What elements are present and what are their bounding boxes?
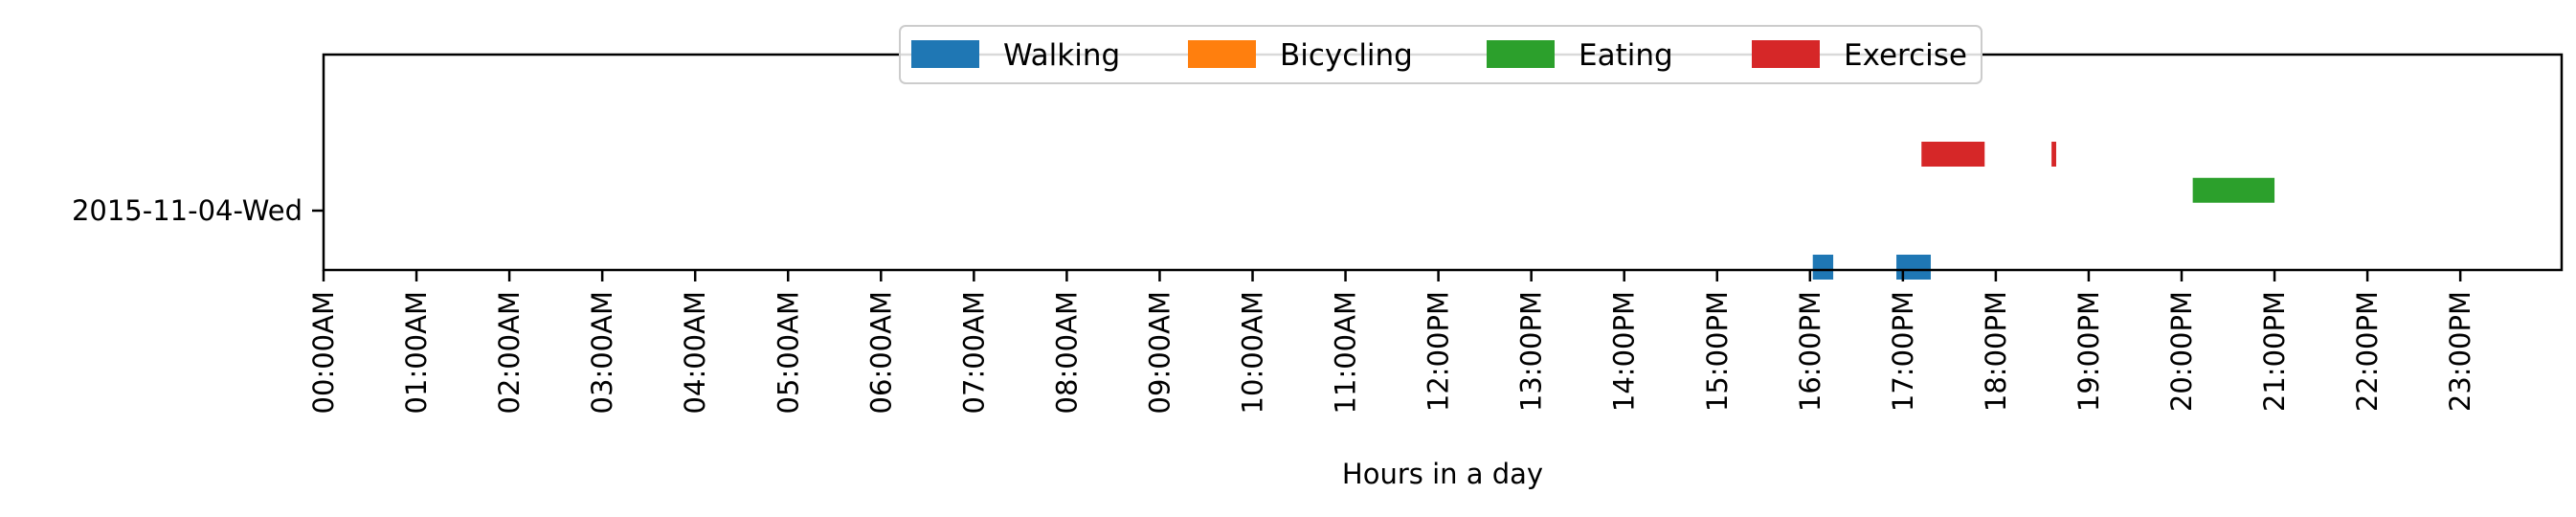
x-tick-label: 05:00AM: [772, 291, 804, 414]
legend-label-exercise: Exercise: [1844, 38, 1967, 73]
x-axis: 00:00AM 01:00AM 02:00AM 03:00AM 04:00AM 05:00…: [307, 270, 2476, 414]
legend-label-bicycling: Bicycling: [1280, 38, 1413, 73]
legend-swatch-eating: [1487, 40, 1555, 68]
y-axis: 2015-11-04-Wed: [72, 194, 324, 227]
x-tick-label: 03:00AM: [586, 291, 618, 414]
bars-layer: [1812, 142, 2275, 280]
legend-label-walking: Walking: [1003, 38, 1120, 73]
x-tick-label: 18:00PM: [1980, 291, 2012, 412]
x-tick-label: 21:00PM: [2258, 291, 2291, 412]
x-tick-label: 10:00AM: [1237, 291, 1269, 414]
plot-frame: [322, 53, 2564, 272]
x-tick-label: 17:00PM: [1887, 291, 1919, 412]
legend-box: [899, 25, 1982, 84]
x-tick-label: 12:00PM: [1422, 291, 1455, 412]
bar-exercise-1: [1921, 142, 1985, 167]
bar-walking-1: [1812, 255, 1834, 280]
x-tick-label: 15:00PM: [1701, 291, 1734, 412]
legend-swatch-exercise: [1752, 40, 1820, 68]
bar-walking-2: [1896, 255, 1931, 280]
x-tick-label: 01:00AM: [400, 291, 433, 414]
x-tick-label: 06:00AM: [864, 291, 897, 414]
legend: Walking Bicycling Eating Exercise: [899, 25, 1982, 84]
x-tick-label: 22:00PM: [2351, 291, 2384, 412]
x-tick-label: 11:00AM: [1330, 291, 1362, 414]
x-tick-label: 20:00PM: [2165, 291, 2198, 412]
bar-exercise-2: [2051, 142, 2056, 167]
x-tick-label: 16:00PM: [1794, 291, 1826, 412]
x-tick-label: 19:00PM: [2072, 291, 2105, 412]
x-tick-label: 09:00AM: [1143, 291, 1176, 414]
x-tick-label: 08:00AM: [1050, 291, 1083, 414]
y-tick-label: 2015-11-04-Wed: [72, 194, 302, 227]
bar-eating-1: [2192, 177, 2275, 203]
legend-swatch-walking: [911, 40, 979, 68]
x-tick-label: 02:00AM: [493, 291, 526, 414]
x-tick-label: 23:00PM: [2444, 291, 2476, 412]
x-axis-title: Hours in a day: [1342, 458, 1543, 490]
legend-label-eating: Eating: [1579, 38, 1673, 73]
legend-swatch-bicycling: [1188, 40, 1256, 68]
x-tick-label: 14:00PM: [1608, 291, 1641, 412]
x-tick-label: 00:00AM: [307, 291, 340, 414]
x-tick-label: 07:00AM: [957, 291, 990, 414]
x-tick-label: 04:00AM: [679, 291, 711, 414]
x-tick-label: 13:00PM: [1515, 291, 1548, 412]
